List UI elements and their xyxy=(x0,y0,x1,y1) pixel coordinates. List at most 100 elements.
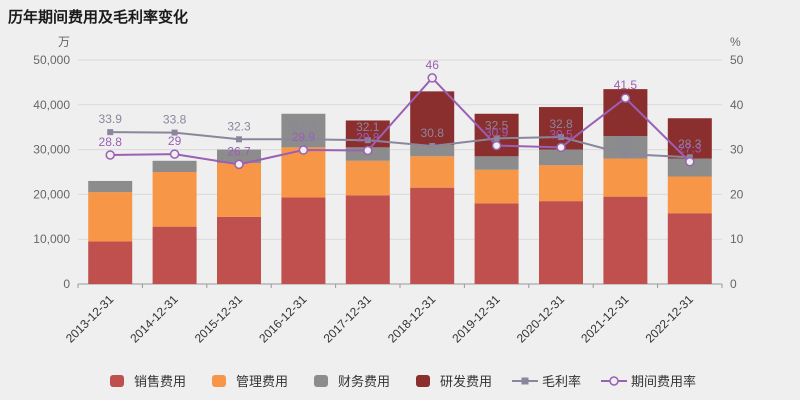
bar-segment-研发费用[interactable] xyxy=(539,107,583,150)
bar-segment-销售费用[interactable] xyxy=(410,187,455,284)
right-axis-unit: % xyxy=(730,35,741,49)
point-label-毛利率: 33.9 xyxy=(99,112,123,126)
bar-segment-研发费用[interactable] xyxy=(667,118,712,159)
bar-segment-销售费用[interactable] xyxy=(603,196,648,284)
point-label-期间费用率: 30.9 xyxy=(485,126,509,140)
bar-segment-销售费用[interactable] xyxy=(152,226,197,284)
marker-期间费用率[interactable] xyxy=(427,73,437,83)
bar-segment-管理费用[interactable] xyxy=(281,147,326,198)
marker-期间费用率[interactable] xyxy=(620,93,631,103)
bar-segment-销售费用[interactable] xyxy=(281,197,326,284)
point-label-毛利率: 32.5 xyxy=(485,118,509,132)
bar-segment-管理费用[interactable] xyxy=(539,165,583,202)
left-axis-tick: 0 xyxy=(63,277,70,291)
bar-segment-研发费用[interactable] xyxy=(410,91,455,146)
bar-segment-财务费用[interactable] xyxy=(88,180,133,193)
right-axis-tick: 50 xyxy=(730,53,744,67)
legend-swatch-icon xyxy=(211,374,226,387)
marker-毛利率[interactable] xyxy=(493,135,500,142)
bar-segment-销售费用[interactable] xyxy=(345,195,390,284)
legend-item-管理费用[interactable]: 管理费用 xyxy=(206,371,288,390)
legend-label: 期间费用率 xyxy=(631,374,697,389)
x-axis-label: 2020-12-31 xyxy=(514,292,568,346)
marker-期间费用率[interactable] xyxy=(105,150,115,160)
bar-segment-管理费用[interactable] xyxy=(474,169,519,204)
point-label-期间费用率: 26.7 xyxy=(227,144,251,158)
point-label-期间费用率: 30.5 xyxy=(549,127,573,141)
x-axis-label: 2014-12-31 xyxy=(127,292,181,346)
bar-segment-财务费用[interactable] xyxy=(474,156,519,170)
marker-期间费用率[interactable] xyxy=(685,156,695,167)
marker-期间费用率[interactable] xyxy=(234,159,244,170)
legend-item-销售费用[interactable]: 销售费用 xyxy=(104,371,186,390)
marker-期间费用率[interactable] xyxy=(363,145,373,156)
bar-segment-财务费用[interactable] xyxy=(603,136,648,159)
bar-segment-销售费用[interactable] xyxy=(539,201,583,284)
marker-期间费用率[interactable] xyxy=(298,145,309,155)
point-label-毛利率: 30.8 xyxy=(421,126,445,140)
left-axis-unit: 万 xyxy=(58,35,70,49)
right-axis-tick: 10 xyxy=(730,232,744,246)
marker-期间费用率[interactable] xyxy=(169,149,180,159)
x-axis-label: 2017-12-31 xyxy=(321,292,375,346)
marker-毛利率[interactable] xyxy=(300,136,307,143)
x-axis-label: 2019-12-31 xyxy=(449,292,503,346)
bar-segment-财务费用[interactable] xyxy=(539,149,583,166)
bar-segment-销售费用[interactable] xyxy=(217,216,261,284)
legend-swatch-icon xyxy=(416,374,430,387)
marker-期间费用率[interactable] xyxy=(491,140,502,151)
bar-segment-管理费用[interactable] xyxy=(88,192,133,242)
bar-segment-销售费用[interactable] xyxy=(667,213,712,284)
point-label-毛利率: 32.8 xyxy=(549,117,573,131)
left-axis-tick: 20,000 xyxy=(33,187,70,201)
legend-label: 管理费用 xyxy=(235,374,288,389)
bar-segment-管理费用[interactable] xyxy=(410,156,455,188)
legend-item-研发费用[interactable]: 研发费用 xyxy=(410,371,492,390)
marker-毛利率[interactable] xyxy=(171,129,178,136)
marker-毛利率[interactable] xyxy=(364,137,371,144)
legend-item-财务费用[interactable]: 财务费用 xyxy=(308,371,390,390)
legend-line-icon xyxy=(512,377,539,384)
right-axis-tick: 40 xyxy=(730,98,744,112)
legend-label: 研发费用 xyxy=(440,374,493,389)
marker-期间费用率[interactable] xyxy=(556,142,566,153)
bar-segment-财务费用[interactable] xyxy=(152,160,197,172)
bar-segment-财务费用[interactable] xyxy=(667,158,712,177)
marker-毛利率[interactable] xyxy=(429,143,436,150)
x-axis-label: 2015-12-31 xyxy=(192,292,246,346)
legend-label: 财务费用 xyxy=(337,374,390,389)
legend-item-毛利率[interactable]: 毛利率 xyxy=(512,371,581,390)
bar-segment-财务费用[interactable] xyxy=(217,149,261,164)
right-axis-tick: 30 xyxy=(730,143,744,157)
point-label-期间费用率: 28.8 xyxy=(99,135,123,149)
chart-generated-content: 0 10,000 20,000 30,000 40,000 50,000 0 10 20 30 40… xyxy=(33,53,743,346)
bar-segment-管理费用[interactable] xyxy=(217,163,261,217)
point-label-毛利率: 32.1 xyxy=(356,120,380,134)
left-axis-tick: 10,000 xyxy=(33,232,70,246)
bar-segment-销售费用[interactable] xyxy=(474,203,519,284)
marker-毛利率[interactable] xyxy=(236,136,242,143)
bar-segment-财务费用[interactable] xyxy=(410,145,455,157)
bar-segment-管理费用[interactable] xyxy=(603,158,648,197)
left-axis-tick: 30,000 xyxy=(33,143,70,157)
legend-item-期间费用率[interactable]: 期间费用率 xyxy=(601,371,696,390)
x-axis-label: 2013-12-31 xyxy=(63,292,117,346)
legend-swatch-icon xyxy=(109,374,124,387)
point-label-期间费用率: 27.3 xyxy=(678,142,702,156)
x-axis-label: 2022-12-31 xyxy=(643,292,697,346)
bar-segment-管理费用[interactable] xyxy=(152,172,197,227)
marker-毛利率[interactable] xyxy=(622,151,629,158)
point-label-期间费用率: 29 xyxy=(168,134,182,148)
x-axis-label: 2018-12-31 xyxy=(385,292,439,346)
marker-毛利率[interactable] xyxy=(558,134,564,141)
bar-segment-销售费用[interactable] xyxy=(88,241,133,284)
bar-segment-管理费用[interactable] xyxy=(345,160,390,196)
bar-segment-管理费用[interactable] xyxy=(667,176,712,214)
point-label-毛利率: 29 xyxy=(619,134,633,148)
left-axis-tick: 50,000 xyxy=(33,53,70,67)
marker-毛利率[interactable] xyxy=(107,129,114,136)
legend: 销售费用 管理费用 财务费用 研发费用 毛利率 期间费用率 xyxy=(0,371,800,390)
legend-label: 销售费用 xyxy=(133,374,186,389)
point-label-期间费用率: 41.5 xyxy=(614,78,638,92)
